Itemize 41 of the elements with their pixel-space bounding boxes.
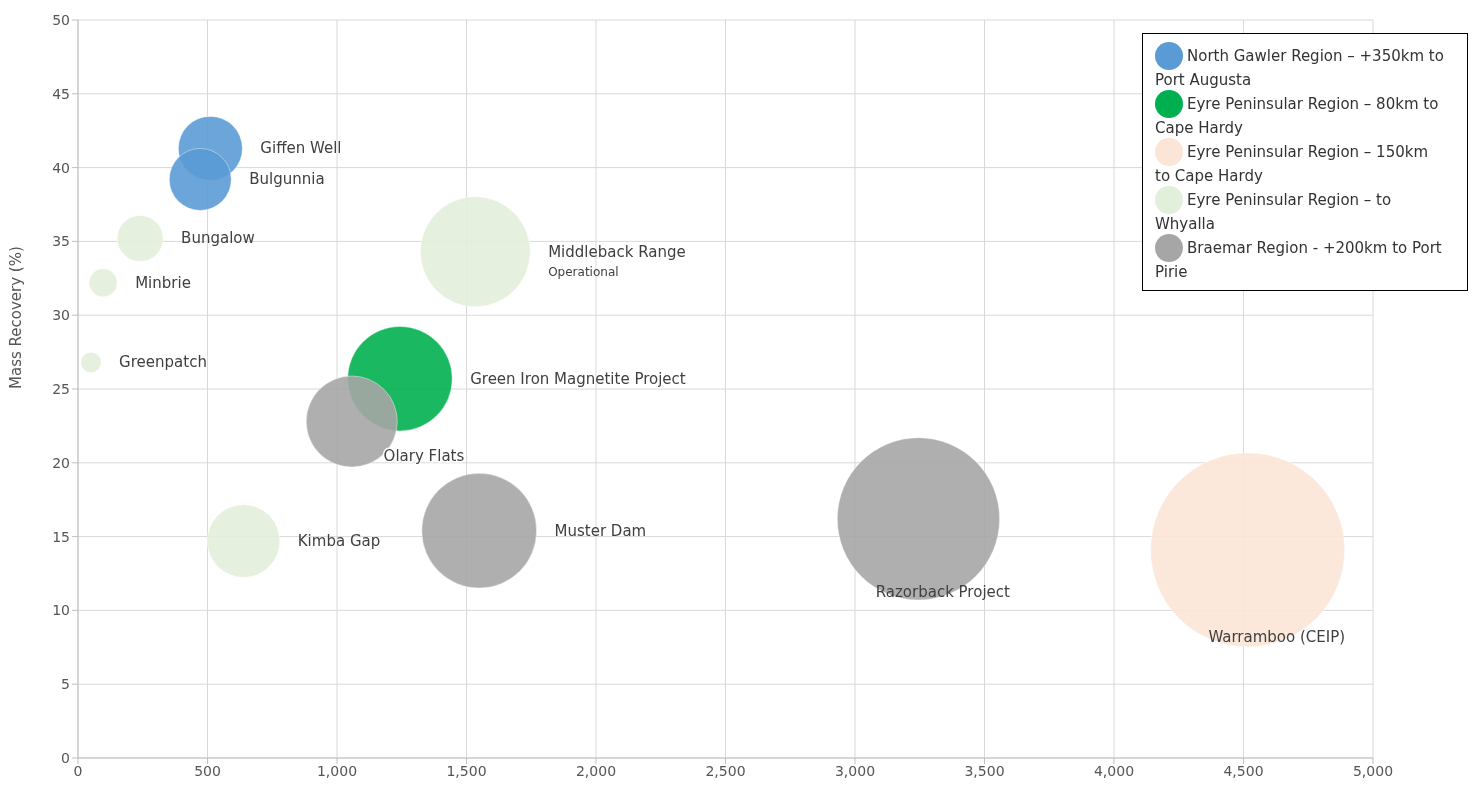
annotation: Warramboo (CEIP): [1208, 628, 1346, 647]
x-tick-label: 2,500: [705, 762, 746, 779]
x-tick-label: 1,500: [446, 762, 487, 779]
y-axis-title: Mass Recovery (%): [7, 246, 26, 389]
x-tick-label: 4,000: [1093, 762, 1135, 779]
x-tick-label: 3,000: [834, 762, 876, 779]
y-tick-label: 50: [52, 11, 70, 28]
x-tick-label: 3,500: [964, 762, 1005, 779]
legend-label: Braemar Region - +200km to Port Pirie: [1155, 238, 1442, 281]
legend-label: Eyre Peninsular Region – 150km to Cape Hardy: [1155, 142, 1429, 185]
y-tick-label: 45: [52, 85, 70, 102]
annotation: Kimba Gap: [297, 532, 381, 551]
x-tick-label: 1,000: [316, 762, 358, 779]
annotation: Giffen Well: [260, 139, 342, 158]
annotation: Middleback Range: [548, 242, 686, 261]
y-tick-label: 0: [61, 749, 70, 766]
y-tick-label: 25: [52, 380, 70, 397]
x-tick-label: 500: [194, 762, 221, 779]
legend-label: Eyre Peninsular Region – to Whyalla: [1155, 190, 1392, 233]
y-tick-label: 10: [52, 602, 70, 619]
y-tick-label: 40: [52, 159, 70, 176]
y-tick-label: 35: [52, 233, 70, 250]
x-tick-label: 0: [73, 762, 83, 779]
annotation: Muster Dam: [554, 521, 647, 540]
annotation: Bulgunnia: [249, 170, 325, 189]
annotation: Operational: [548, 264, 619, 279]
y-tick-label: 30: [52, 307, 70, 324]
annotation: Bungalow: [181, 229, 255, 248]
x-tick-label: 2,000: [575, 762, 617, 779]
legend-label: Eyre Peninsular Region – 80km to Cape Hardy: [1155, 94, 1439, 137]
annotation: Minbrie: [135, 273, 191, 292]
annotation: Greenpatch: [119, 353, 207, 372]
annotation: Green Iron Magnetite Project: [470, 369, 686, 388]
legend-label: North Gawler Region – +350km to Port Augusta: [1155, 46, 1444, 89]
annotation: Olary Flats: [383, 446, 465, 465]
annotation: Razorback Project: [875, 582, 1011, 601]
x-tick-label: 4,500: [1223, 762, 1264, 779]
y-tick-label: 5: [61, 676, 70, 693]
x-tick-label: 5,000: [1352, 762, 1394, 779]
y-tick-label: 20: [52, 454, 70, 471]
y-tick-label: 15: [52, 528, 70, 545]
